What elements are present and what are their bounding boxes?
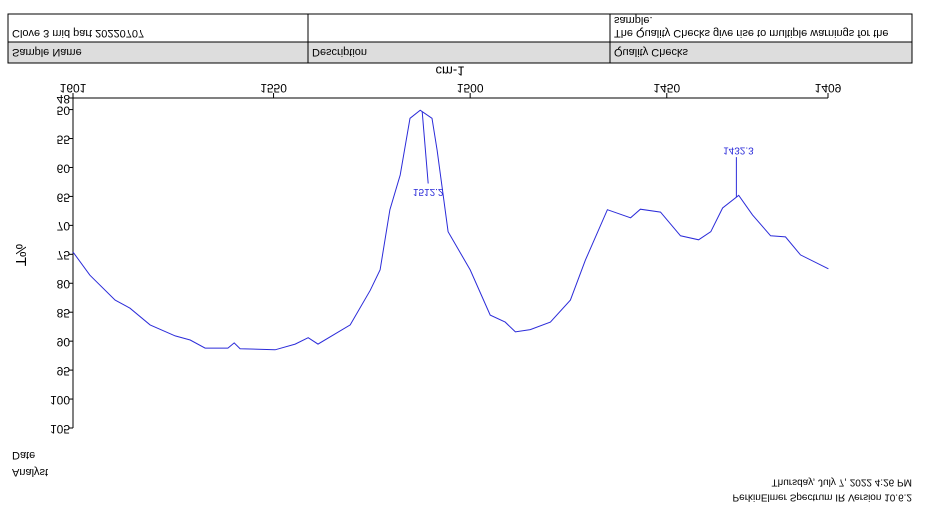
- peak-label: 1432.3: [723, 144, 754, 155]
- x-tick-label: 1450: [653, 81, 680, 95]
- x-tick-label: 1409: [815, 81, 842, 95]
- sample-name-value: Clove 3 mid part 20220707: [12, 27, 144, 39]
- column-label: Description: [312, 46, 367, 58]
- y-tick-label: 75: [57, 248, 71, 262]
- peak-leader: [421, 111, 429, 184]
- y-tick-label: 90: [57, 335, 71, 349]
- x-tick-label: 1550: [260, 81, 287, 95]
- y-tick-label: 100: [50, 393, 70, 407]
- analyst-label: Analyst: [12, 466, 48, 478]
- peak-label: 1512.2: [413, 186, 444, 197]
- header-label-row: [7, 41, 913, 64]
- y-tick-label: 50: [57, 103, 71, 117]
- y-tick-label: 105: [50, 422, 70, 436]
- y-tick-label: 95: [57, 364, 71, 378]
- y-tick-label: 80: [57, 277, 71, 291]
- y-axis-title: T%: [12, 244, 29, 267]
- date-label: Date: [12, 449, 35, 461]
- quality-checks-value: The Quality Checks give rise to multiple…: [614, 27, 889, 39]
- timestamp: Thursday, July 7, 2022 4:26 PM: [772, 476, 912, 487]
- x-axis-title: cm-1: [436, 64, 465, 79]
- software-version: PerkinElmer Spectrum IR Version 10.6.2: [732, 491, 912, 502]
- x-tick-label: 1601: [60, 81, 87, 95]
- spectrum-line: [72, 109, 829, 351]
- y-tick-label: 70: [57, 219, 71, 233]
- y-tick-label: 55: [57, 132, 71, 146]
- column-label: Quality Checks: [614, 46, 688, 58]
- x-tick-label: 1500: [457, 81, 484, 95]
- y-tick-label: 48: [57, 92, 71, 106]
- quality-checks-value: sample.: [614, 14, 653, 26]
- y-tick-label: 85: [57, 306, 71, 320]
- column-label: Sample Name: [12, 46, 82, 58]
- y-tick-label: 65: [57, 190, 71, 204]
- y-tick-label: 60: [57, 161, 71, 175]
